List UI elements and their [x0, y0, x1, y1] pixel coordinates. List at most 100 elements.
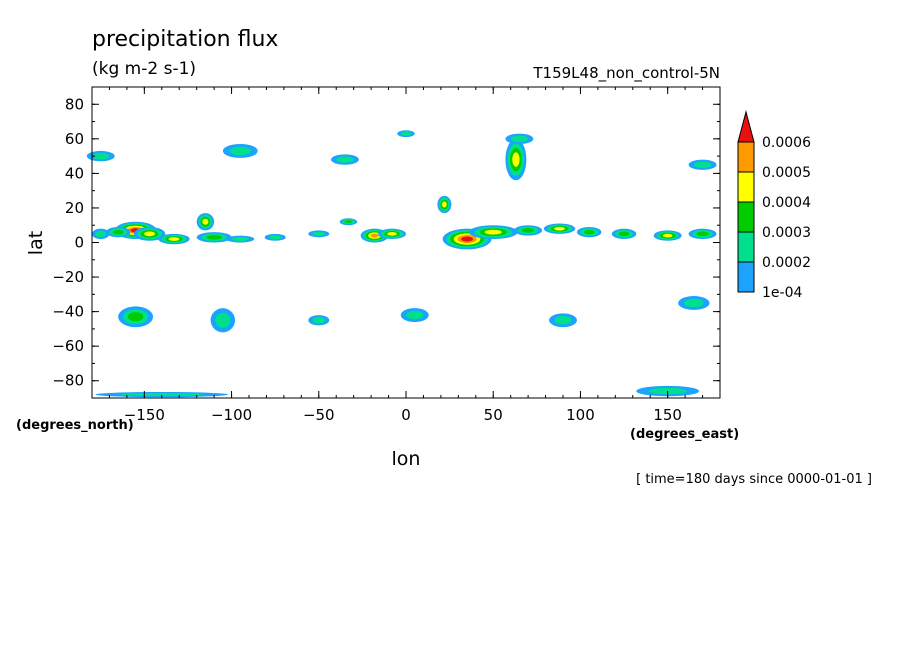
plot-background	[92, 87, 720, 398]
contour-level-3	[344, 220, 353, 224]
colorbar-swatch	[737, 201, 755, 233]
y-tick-label: 80	[65, 95, 84, 113]
y-tick-label: 20	[65, 199, 84, 217]
precip-cell	[397, 130, 415, 138]
y-tick-label: −80	[52, 372, 84, 390]
contour-level-2	[95, 230, 107, 238]
precip-cell	[330, 154, 359, 165]
y-tick-label: 0	[74, 234, 84, 252]
precip-cell	[576, 226, 602, 238]
precip-cell	[196, 232, 232, 243]
precip-cell	[196, 213, 215, 231]
contour-level-2	[400, 131, 412, 136]
y-tick-label: −40	[52, 303, 84, 321]
contour-level-5	[370, 233, 379, 238]
x-tick-label: −50	[303, 406, 335, 424]
x-units-label: (degrees_east)	[630, 427, 739, 442]
x-tick-label: 50	[484, 406, 503, 424]
y-axis-title: lat	[25, 231, 47, 255]
precip-cell	[378, 228, 406, 240]
contour-level-4	[441, 201, 447, 208]
precipitation-contours	[86, 130, 717, 398]
contour-level-2	[312, 317, 326, 324]
colorbar-swatch	[737, 261, 755, 293]
contour-level-2	[406, 310, 424, 320]
units-label: (kg m-2 s-1)	[92, 59, 196, 79]
precip-cell	[505, 133, 534, 145]
precip-cell	[688, 228, 717, 240]
precip-cell	[437, 195, 452, 214]
colorbar-swatch	[737, 141, 755, 173]
precip-cell	[514, 225, 543, 236]
x-tick-label: 100	[566, 406, 595, 424]
precip-cell	[118, 306, 154, 328]
contour-level-2	[268, 235, 282, 240]
colorbar-label: 0.0003	[762, 225, 811, 241]
precip-cell	[549, 313, 577, 328]
precip-cell	[264, 233, 286, 241]
contour-level-3	[127, 312, 144, 322]
y-units-label: (degrees_north)	[16, 418, 134, 433]
precip-cell	[86, 150, 115, 162]
precip-cell	[226, 235, 255, 243]
contour-level-3	[112, 229, 124, 235]
contour-level-3	[618, 231, 630, 237]
y-tick-label: −60	[52, 337, 84, 355]
precip-cell	[105, 226, 131, 238]
plot-area	[86, 86, 721, 399]
precip-cell	[678, 296, 710, 310]
precip-cell	[653, 230, 682, 241]
x-tick-label: −150	[124, 406, 165, 424]
x-axis-title: lon	[392, 448, 421, 470]
precip-cell	[158, 233, 190, 245]
precip-cell	[92, 228, 110, 240]
contour-level-2	[231, 236, 249, 242]
colorbar-extend-arrow	[737, 110, 755, 143]
x-tick-label: 150	[653, 406, 682, 424]
precip-cell	[308, 230, 330, 238]
contour-level-4	[168, 237, 180, 241]
y-axis: 80 60 40 20 0 −20 −40 −60 −80	[52, 86, 720, 399]
contour-level-3	[583, 229, 595, 235]
x-axis: −150 −100 −50 0 50 100 150	[91, 87, 721, 424]
precip-cell	[133, 226, 166, 241]
colorbar-label: 0.0005	[762, 165, 811, 181]
colorbar-label: 0.0006	[762, 135, 811, 151]
contour-level-6	[461, 236, 473, 242]
contour-level-4	[387, 232, 397, 236]
contour-level-2	[92, 152, 110, 160]
y-tick-label: 60	[65, 130, 84, 148]
colorbar-label: 0.0004	[762, 195, 811, 211]
time-note: [ time=180 days since 0000-01-01 ]	[636, 472, 872, 487]
contour-level-4	[484, 229, 502, 235]
run-name-label: T159L48_non_control-5N	[532, 64, 720, 83]
contour-level-2	[120, 392, 203, 397]
colorbar-swatch	[737, 171, 755, 203]
colorbar-label: 0.0002	[762, 255, 811, 271]
precip-cell	[505, 138, 527, 181]
y-tick-label: 40	[65, 164, 84, 182]
colorbar: 0.0006 0.0005 0.0004 0.0003 0.0002 1e-04	[737, 110, 811, 301]
contour-level-3	[696, 231, 709, 237]
contour-level-2	[554, 315, 572, 325]
y-tick-label: −20	[52, 268, 84, 286]
precip-cell	[611, 228, 637, 240]
precip-cell	[308, 315, 330, 326]
precip-cell	[688, 159, 717, 170]
contour-level-2	[215, 312, 231, 328]
contour-level-3	[206, 235, 222, 240]
contour-level-4	[512, 152, 520, 167]
contour-level-4	[144, 231, 156, 237]
contour-level-4	[662, 233, 673, 238]
contour-level-2	[312, 231, 326, 236]
contour-level-3	[521, 228, 535, 233]
x-tick-label: 0	[401, 406, 411, 424]
contour-level-2	[336, 156, 354, 163]
chart-title: precipitation flux	[92, 27, 278, 52]
contour-level-2	[684, 298, 704, 308]
precip-cell	[222, 144, 258, 158]
precip-cell	[400, 308, 429, 322]
contour-level-2	[510, 135, 528, 143]
contour-level-2	[229, 146, 252, 156]
